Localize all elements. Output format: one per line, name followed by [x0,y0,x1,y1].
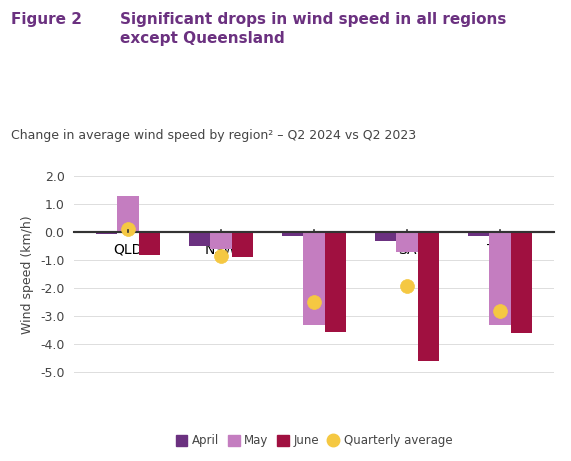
Bar [118,196,139,232]
Bar [489,232,510,325]
Point [403,282,412,289]
Point [496,307,505,314]
Legend: April, May, June, Quarterly average: April, May, June, Quarterly average [172,431,456,451]
Point [123,226,132,233]
Bar [396,232,418,252]
Bar [418,232,439,361]
Bar [139,232,160,254]
Point [309,299,319,306]
Bar [510,232,532,333]
Bar [96,232,118,235]
Y-axis label: Wind speed (km/h): Wind speed (km/h) [22,215,34,334]
Bar [303,232,325,325]
Bar [375,232,396,241]
Bar [210,232,232,249]
Bar [282,232,303,236]
Text: Significant drops in wind speed in all regions
except Queensland: Significant drops in wind speed in all r… [120,12,506,46]
Text: Figure 2: Figure 2 [11,12,82,27]
Text: Change in average wind speed by region² – Q2 2024 vs Q2 2023: Change in average wind speed by region² … [11,129,417,142]
Bar [189,232,210,246]
Bar [232,232,253,258]
Point [216,252,226,260]
Bar [468,232,489,236]
Bar [325,232,346,332]
